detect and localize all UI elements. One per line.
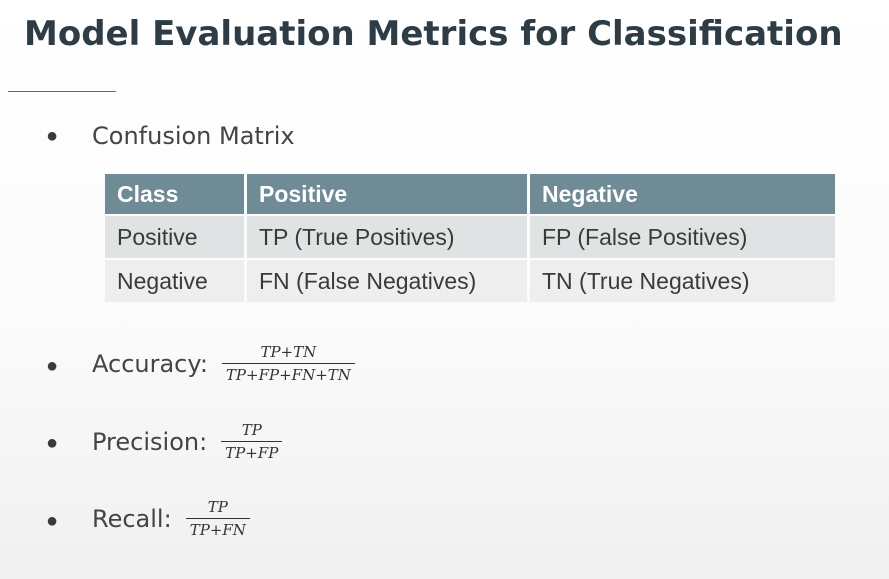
table-cell: TN (True Negatives) [530,260,835,302]
precision-label: Precision: [92,427,208,456]
bullet-dot: ● [46,432,59,454]
formula-denominator: TP+FP [225,444,279,462]
bullet-dot: ● [46,355,59,377]
bullet-dot: ● [46,125,59,147]
fraction-bar [221,363,355,364]
title-underline [8,91,116,92]
header-negative: Negative [530,174,835,214]
bullet-dot: ● [46,510,59,532]
fraction-bar [185,518,250,519]
accuracy-formula: TP+TN TP+FP+FN+TN [221,343,355,384]
accuracy-item: Accuracy: TP+TN TP+FP+FN+TN [92,343,355,384]
accuracy-label: Accuracy: [92,349,208,378]
table-cell: Positive [105,216,244,258]
formula-numerator: TP [241,421,262,439]
recall-item: Recall: TP TP+FN [92,498,250,539]
table-row: Negative FN (False Negatives) TN (True N… [105,260,835,302]
confusion-matrix-heading: Confusion Matrix [92,122,295,150]
table-cell: Negative [105,260,244,302]
table-row: Positive TP (True Positives) FP (False P… [105,216,835,258]
header-positive: Positive [247,174,527,214]
precision-item: Precision: TP TP+FP [92,421,283,462]
table-cell: FP (False Positives) [530,216,835,258]
table-cell: TP (True Positives) [247,216,527,258]
slide-title: Model Evaluation Metrics for Classificat… [24,14,843,54]
formula-numerator: TP+TN [260,343,317,361]
table-cell: FN (False Negatives) [247,260,527,302]
header-class: Class [105,174,244,214]
precision-formula: TP TP+FP [221,421,283,462]
recall-label: Recall: [92,504,172,533]
recall-formula: TP TP+FN [185,498,250,539]
formula-denominator: TP+FN [189,521,246,539]
fraction-bar [221,441,283,442]
formula-numerator: TP [207,498,228,516]
table-header-row: Class Positive Negative [105,174,835,214]
formula-denominator: TP+FP+FN+TN [225,366,351,384]
confusion-matrix-table: Class Positive Negative Positive TP (Tru… [102,172,838,304]
